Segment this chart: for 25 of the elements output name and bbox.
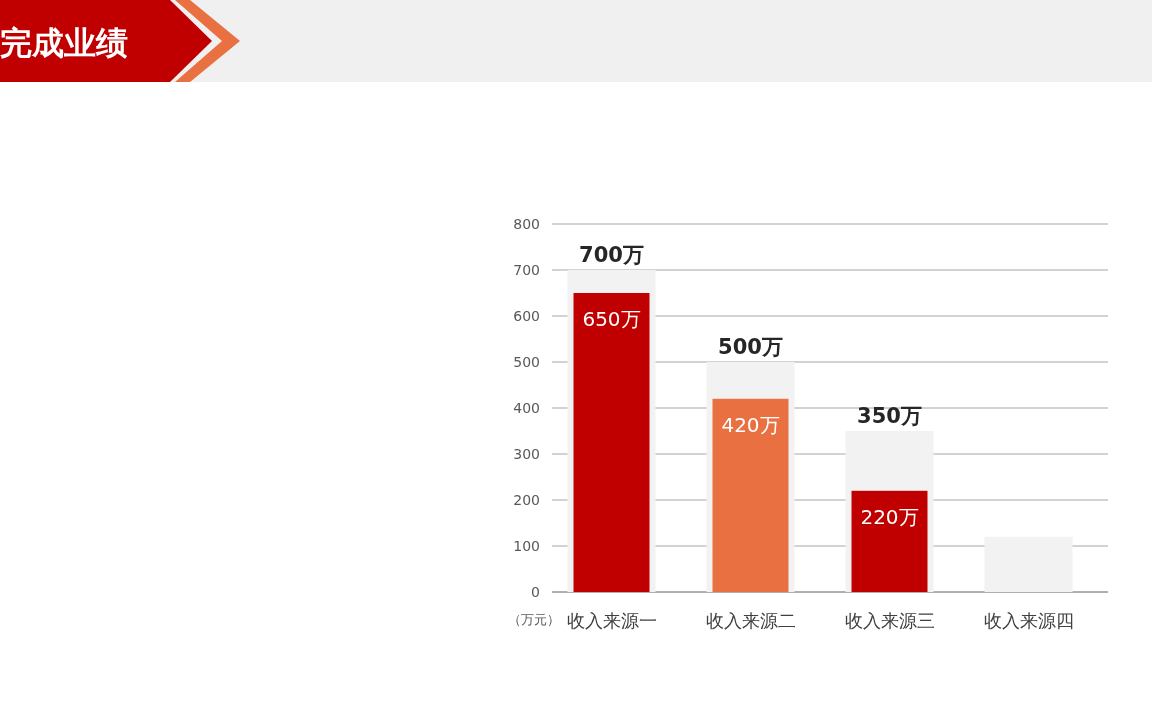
y-axis-title: （万元） <box>508 612 560 627</box>
x-tick-label: 收入来源一 <box>566 610 657 631</box>
bar <box>712 398 789 592</box>
bar <box>851 490 928 592</box>
y-tick-label: 300 <box>513 446 540 462</box>
data-label: 350万 <box>857 404 922 428</box>
y-tick-label: 600 <box>513 308 540 324</box>
y-tick-label: 100 <box>513 538 540 554</box>
y-tick-label: 800 <box>513 216 540 232</box>
bar <box>573 293 650 592</box>
y-tick-label: 500 <box>513 354 540 370</box>
data-label: 500万 <box>718 335 783 359</box>
data-label: 420万 <box>721 412 780 437</box>
y-tick-label: 700 <box>513 262 540 278</box>
data-label: 650万 <box>582 307 641 331</box>
x-tick-label: 收入来源三 <box>844 610 935 631</box>
data-label: 220万 <box>860 504 919 529</box>
x-tick-label: 收入来源二 <box>705 610 796 631</box>
y-tick-label: 0 <box>531 584 540 600</box>
bar <box>984 536 1073 592</box>
y-tick-label: 200 <box>513 492 540 508</box>
x-tick-label: 收入来源四 <box>983 610 1074 631</box>
text: 完成业绩 <box>0 24 128 62</box>
data-label: 700万 <box>579 243 644 267</box>
y-tick-label: 400 <box>513 400 540 416</box>
